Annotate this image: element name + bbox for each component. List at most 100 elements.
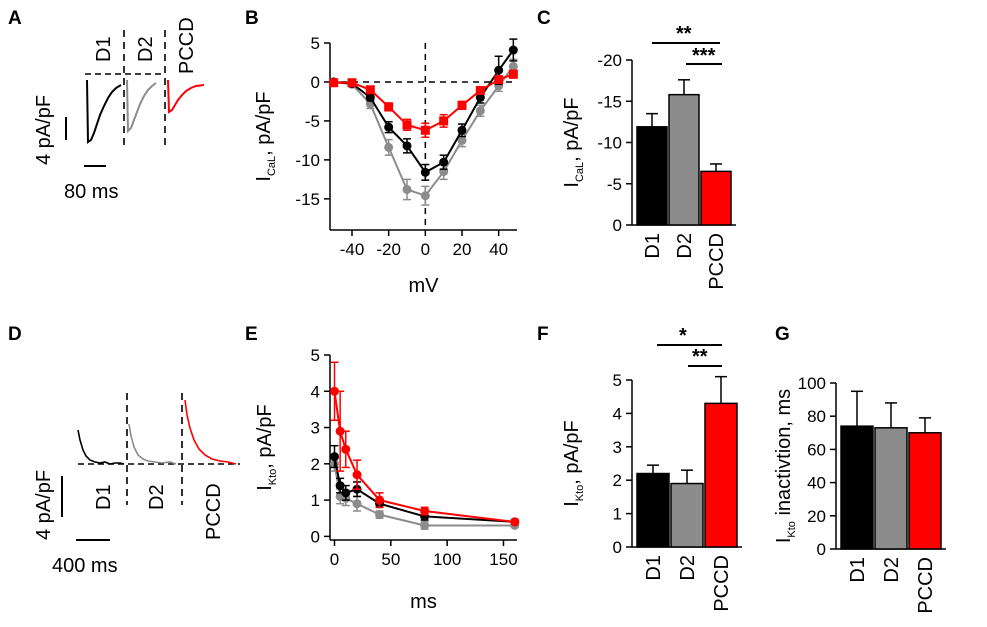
x-tick-label: -40 [340, 240, 365, 259]
x-tick-label: -20 [376, 240, 401, 259]
data-point [510, 517, 520, 527]
category-label-pccd: PCCD [915, 557, 937, 614]
y-tick-label: 5 [311, 346, 320, 365]
y-tick-label: 4 [311, 382, 320, 401]
data-point [402, 120, 412, 130]
data-point [384, 102, 394, 112]
y-tick-label: 0 [613, 216, 622, 235]
panel-f-significance: * ** [657, 325, 722, 368]
x-tick-label: 40 [489, 240, 508, 259]
data-point [420, 520, 430, 530]
data-point [341, 488, 351, 498]
panel-d-traces: D1 D2 PCCD 4 pA/pF 400 ms [33, 393, 240, 577]
bar-pccd [700, 170, 732, 226]
panel-b-iv-chart: 5 0 -5 -10 -15 -40 -20 0 20 40 mV ICaL, pA/pF [253, 34, 518, 297]
y-tick-label: 60 [807, 440, 826, 459]
data-point [347, 78, 357, 88]
significance-label: ** [676, 23, 692, 45]
panel-label-e: E [245, 324, 258, 345]
y-tick-label: 2 [311, 455, 320, 474]
trace-pccd [184, 399, 237, 465]
data-point [375, 510, 385, 520]
panel-label-c: C [537, 8, 551, 29]
y-tick-label: -15 [295, 190, 320, 209]
category-label-d1: D1 [643, 555, 665, 581]
series-line-d1 [333, 49, 515, 174]
trace-d1 [86, 79, 122, 144]
y-axis-label: IKto, pA/pF [561, 420, 586, 507]
y-tick-label: -15 [597, 92, 622, 111]
data-point [375, 495, 385, 505]
data-point [508, 61, 518, 71]
data-point [475, 93, 485, 103]
trace-d1 [77, 429, 125, 465]
scalebar-y-label: 4 pA/pF [33, 95, 55, 165]
x-axis-label: ms [410, 591, 437, 613]
bar-d1 [636, 126, 668, 226]
data-point [352, 470, 362, 480]
x-tick-label: 20 [453, 240, 472, 259]
data-point [402, 141, 412, 151]
panel-c-bar-chart: -20 -15 -10 -5 0 D1 D2 PCCD ICaL, pA/pF [561, 51, 736, 290]
category-label-pccd: PCCD [711, 555, 733, 612]
data-point [439, 157, 449, 167]
y-tick-label: 5 [613, 371, 622, 390]
data-point [475, 86, 485, 96]
y-tick-label: 0 [817, 540, 826, 559]
data-point [384, 142, 394, 152]
y-tick-label: 40 [807, 474, 826, 493]
data-point [420, 506, 430, 516]
trace-label-pccd: PCCD [176, 17, 198, 74]
bar-d1 [840, 425, 874, 550]
panel-label-a: A [8, 8, 22, 29]
bar-d2 [874, 427, 908, 550]
bar-pccd [704, 402, 738, 548]
data-point [330, 452, 340, 462]
category-label-d1: D1 [847, 557, 869, 583]
category-label-pccd: PCCD [706, 233, 728, 290]
y-tick-label: -10 [597, 134, 622, 153]
data-point [475, 106, 485, 116]
y-axis-label: IKto inactivtion, ms [773, 389, 798, 543]
y-tick-label: 0 [311, 73, 320, 92]
y-tick-label: 0 [613, 538, 622, 557]
panel-g-bar-chart: 0 20 40 60 80 100 D1 D2 PCCD IKto inactivtion, ms [773, 374, 946, 614]
data-point [365, 85, 375, 95]
data-point [457, 125, 467, 135]
bar-pccd [908, 432, 942, 550]
data-point [420, 167, 430, 177]
category-label-d2: D2 [677, 555, 699, 581]
y-tick-label: 4 [613, 404, 622, 423]
y-axis-label: IKto, pA/pF [254, 404, 279, 491]
data-point [335, 481, 345, 491]
scalebar-y-label: 4 pA/pF [33, 470, 55, 540]
data-point [457, 100, 467, 110]
trace-label-pccd: PCCD [203, 483, 225, 540]
data-point [508, 45, 518, 55]
y-tick-label: -5 [305, 112, 320, 131]
data-point [341, 444, 351, 454]
x-tick-label: 50 [381, 550, 400, 569]
category-label-d2: D2 [881, 557, 903, 583]
y-tick-label: 1 [311, 491, 320, 510]
data-point [420, 191, 430, 201]
x-tick-label: 150 [489, 550, 517, 569]
data-point [365, 93, 375, 103]
data-point [457, 135, 467, 145]
panel-a-traces: D1 D2 PCCD 4 pA/pF 80 ms [33, 17, 205, 203]
y-tick-label: 80 [807, 407, 826, 426]
panel-label-b: B [245, 8, 259, 29]
significance-label: *** [692, 45, 716, 67]
series-line-pccd [333, 391, 515, 523]
trace-label-d1: D1 [93, 36, 115, 62]
x-tick-label: 0 [330, 550, 339, 569]
panel-c-significance: ** *** [652, 23, 722, 67]
x-axis-label: mV [409, 275, 440, 297]
trace-pccd [167, 79, 205, 114]
bar-d2 [670, 482, 704, 548]
trace-d2 [126, 79, 157, 134]
data-point [329, 78, 339, 88]
data-point [494, 65, 504, 75]
